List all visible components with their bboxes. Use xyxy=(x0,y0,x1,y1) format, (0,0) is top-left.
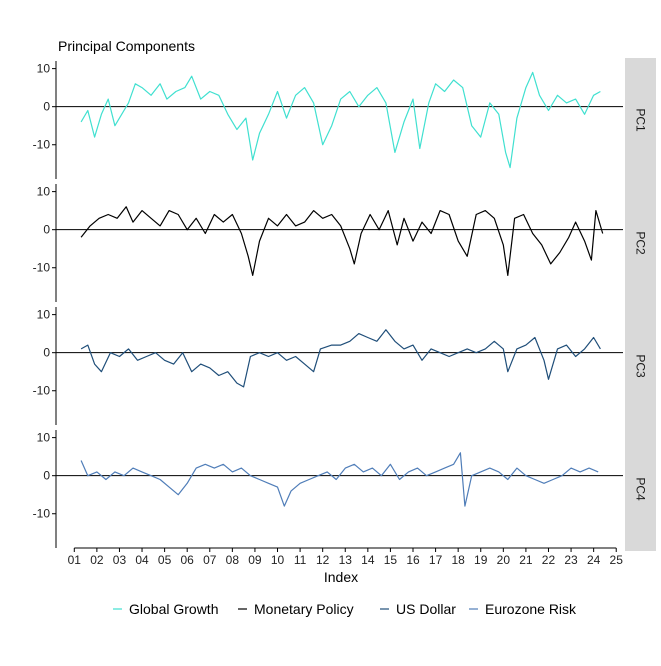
legend-label: Monetary Policy xyxy=(254,601,354,617)
series-line-pc1 xyxy=(80,71,601,169)
x-tick-label: 25 xyxy=(610,553,624,567)
facet-strip-label: PC4 xyxy=(634,477,648,501)
x-tick-label: 24 xyxy=(587,553,601,567)
x-tick-label: 08 xyxy=(226,553,240,567)
series-line-pc2 xyxy=(80,206,604,276)
y-tick-label: 10 xyxy=(37,308,51,322)
legend-item: Eurozone Risk xyxy=(469,601,577,617)
facet-panel-pc2: 10 0 -10 PC2 xyxy=(33,181,656,305)
facet-strip xyxy=(625,304,656,428)
legend-item: Global Growth xyxy=(113,601,218,617)
x-tick-label: 23 xyxy=(564,553,578,567)
x-tick-label: 03 xyxy=(113,553,127,567)
legend-label: Global Growth xyxy=(129,601,218,617)
facet-panel-pc4: 10 0 -10 PC4 xyxy=(33,427,656,551)
x-axis-label: Index xyxy=(324,569,358,585)
x-tick-label: 18 xyxy=(451,553,465,567)
facet-strip-label: PC2 xyxy=(634,231,648,255)
x-tick-label: 07 xyxy=(203,553,217,567)
x-tick-label: 16 xyxy=(406,553,420,567)
legend-label: US Dollar xyxy=(396,601,456,617)
x-tick-label: 10 xyxy=(271,553,285,567)
series-line-pc3 xyxy=(80,329,601,388)
x-tick-label: 13 xyxy=(339,553,353,567)
series-line-pc4 xyxy=(80,452,599,507)
y-tick-label: 10 xyxy=(37,431,51,445)
y-tick-label: 10 xyxy=(37,185,51,199)
y-tick-label: 0 xyxy=(43,100,50,114)
x-tick-label: 22 xyxy=(542,553,556,567)
y-tick-label: 10 xyxy=(37,62,51,76)
legend-label: Eurozone Risk xyxy=(485,601,577,617)
x-tick-label: 12 xyxy=(316,553,330,567)
x-tick-label: 15 xyxy=(384,553,398,567)
facet-strip-label: PC1 xyxy=(634,108,648,132)
x-tick-label: 05 xyxy=(158,553,172,567)
facet-panels: 10 0 -10 PC1 10 0 -10 PC2 10 0 -10 PC3 10 0 -10 PC4 xyxy=(33,58,656,551)
x-tick-label: 02 xyxy=(90,553,104,567)
facet-strip-label: PC3 xyxy=(634,354,648,378)
x-tick-label: 20 xyxy=(497,553,511,567)
legend-item: US Dollar xyxy=(380,601,456,617)
y-tick-label: -10 xyxy=(33,261,51,275)
legend-item: Monetary Policy xyxy=(238,601,354,617)
facet-panel-pc3: 10 0 -10 PC3 xyxy=(33,304,656,428)
facet-strip xyxy=(625,181,656,305)
x-tick-label: 01 xyxy=(68,553,82,567)
x-tick-label: 06 xyxy=(181,553,195,567)
x-tick-label: 14 xyxy=(361,553,375,567)
y-tick-label: 0 xyxy=(43,346,50,360)
chart-title: Principal Components xyxy=(58,38,195,54)
y-tick-label: -10 xyxy=(33,138,51,152)
y-tick-label: 0 xyxy=(43,223,50,237)
x-axis: 01 02 03 04 05 06 07 08 09 10 11 12 13 14 15 16 17 18 19 20… xyxy=(68,547,624,567)
x-tick-label: 09 xyxy=(248,553,262,567)
y-tick-label: 0 xyxy=(43,469,50,483)
facet-strip xyxy=(625,58,656,182)
y-tick-label: -10 xyxy=(33,507,51,521)
x-tick-label: 19 xyxy=(474,553,488,567)
x-tick-label: 04 xyxy=(135,553,149,567)
x-tick-label: 11 xyxy=(294,553,307,567)
x-tick-label: 17 xyxy=(429,553,443,567)
facet-panel-pc1: 10 0 -10 PC1 xyxy=(33,58,656,182)
x-tick-label: 21 xyxy=(519,553,533,567)
legend: Global Growth Monetary Policy US Dollar Eur… xyxy=(113,601,577,617)
y-tick-label: -10 xyxy=(33,384,51,398)
facet-strip xyxy=(625,427,656,551)
